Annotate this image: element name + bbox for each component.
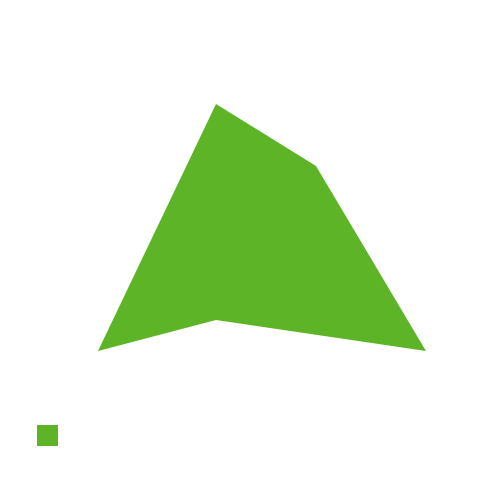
legend-swatch (37, 425, 58, 446)
area (98, 104, 426, 351)
